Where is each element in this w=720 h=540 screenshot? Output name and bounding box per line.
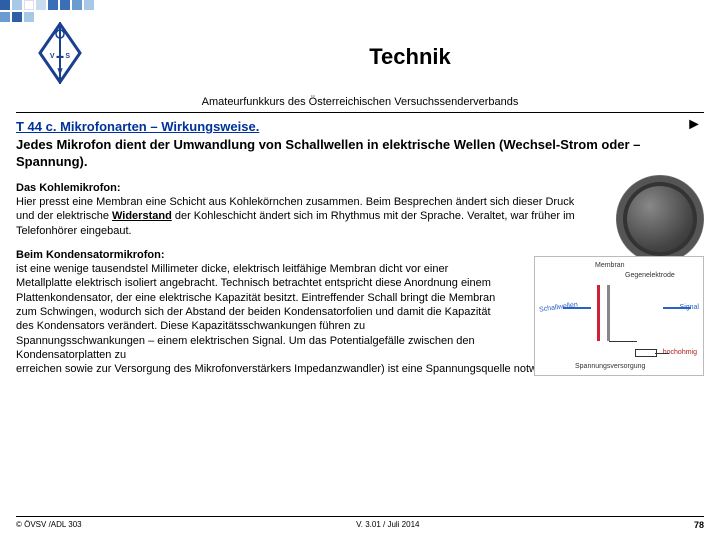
diagram-label-membran: Membran bbox=[595, 261, 625, 270]
kondensator-block: Beim Kondensatormikrofon: ist eine wenig… bbox=[16, 248, 704, 377]
kondensator-diagram: Membran Gegenelektrode Schallwellen Sign… bbox=[534, 256, 704, 376]
kohle-title: Das Kohlemikrofon: bbox=[16, 182, 121, 194]
page-title: Technik bbox=[120, 44, 700, 70]
diagram-label-gegenelektrode: Gegenelektrode bbox=[625, 271, 675, 280]
kohlemikrofon-block: Das Kohlemikrofon: Hier presst eine Memb… bbox=[16, 181, 704, 238]
kondensator-body-narrow: ist eine wenige tausendstel Millimeter d… bbox=[16, 262, 496, 362]
oevsv-logo: V ▬ S V bbox=[38, 22, 82, 84]
diagram-label-spannung: Spannungsversorgung bbox=[575, 362, 645, 371]
section-intro: Jedes Mikrofon dient der Umwandlung von … bbox=[16, 136, 704, 171]
section-heading: T 44 c. Mikrofonarten – Wirkungsweise. bbox=[16, 118, 704, 136]
content-area: T 44 c. Mikrofonarten – Wirkungsweise. J… bbox=[16, 118, 704, 377]
header-rule bbox=[16, 112, 704, 113]
footer: © ÖVSV /ADL 303 V. 3.01 / Juli 2014 78 bbox=[16, 516, 704, 530]
footer-copyright: © ÖVSV /ADL 303 bbox=[16, 520, 82, 530]
footer-page: 78 bbox=[694, 520, 704, 530]
svg-text:V: V bbox=[57, 67, 63, 76]
svg-text:V ▬ S: V ▬ S bbox=[50, 53, 71, 60]
kohle-widerstand: Widerstand bbox=[112, 210, 172, 222]
decor-squares bbox=[0, 0, 94, 22]
footer-version: V. 3.01 / Juli 2014 bbox=[356, 520, 419, 530]
subtitle: Amateurfunkkurs des Österreichischen Ver… bbox=[0, 96, 720, 110]
kondensator-title: Beim Kondensatormikrofon: bbox=[16, 249, 165, 261]
